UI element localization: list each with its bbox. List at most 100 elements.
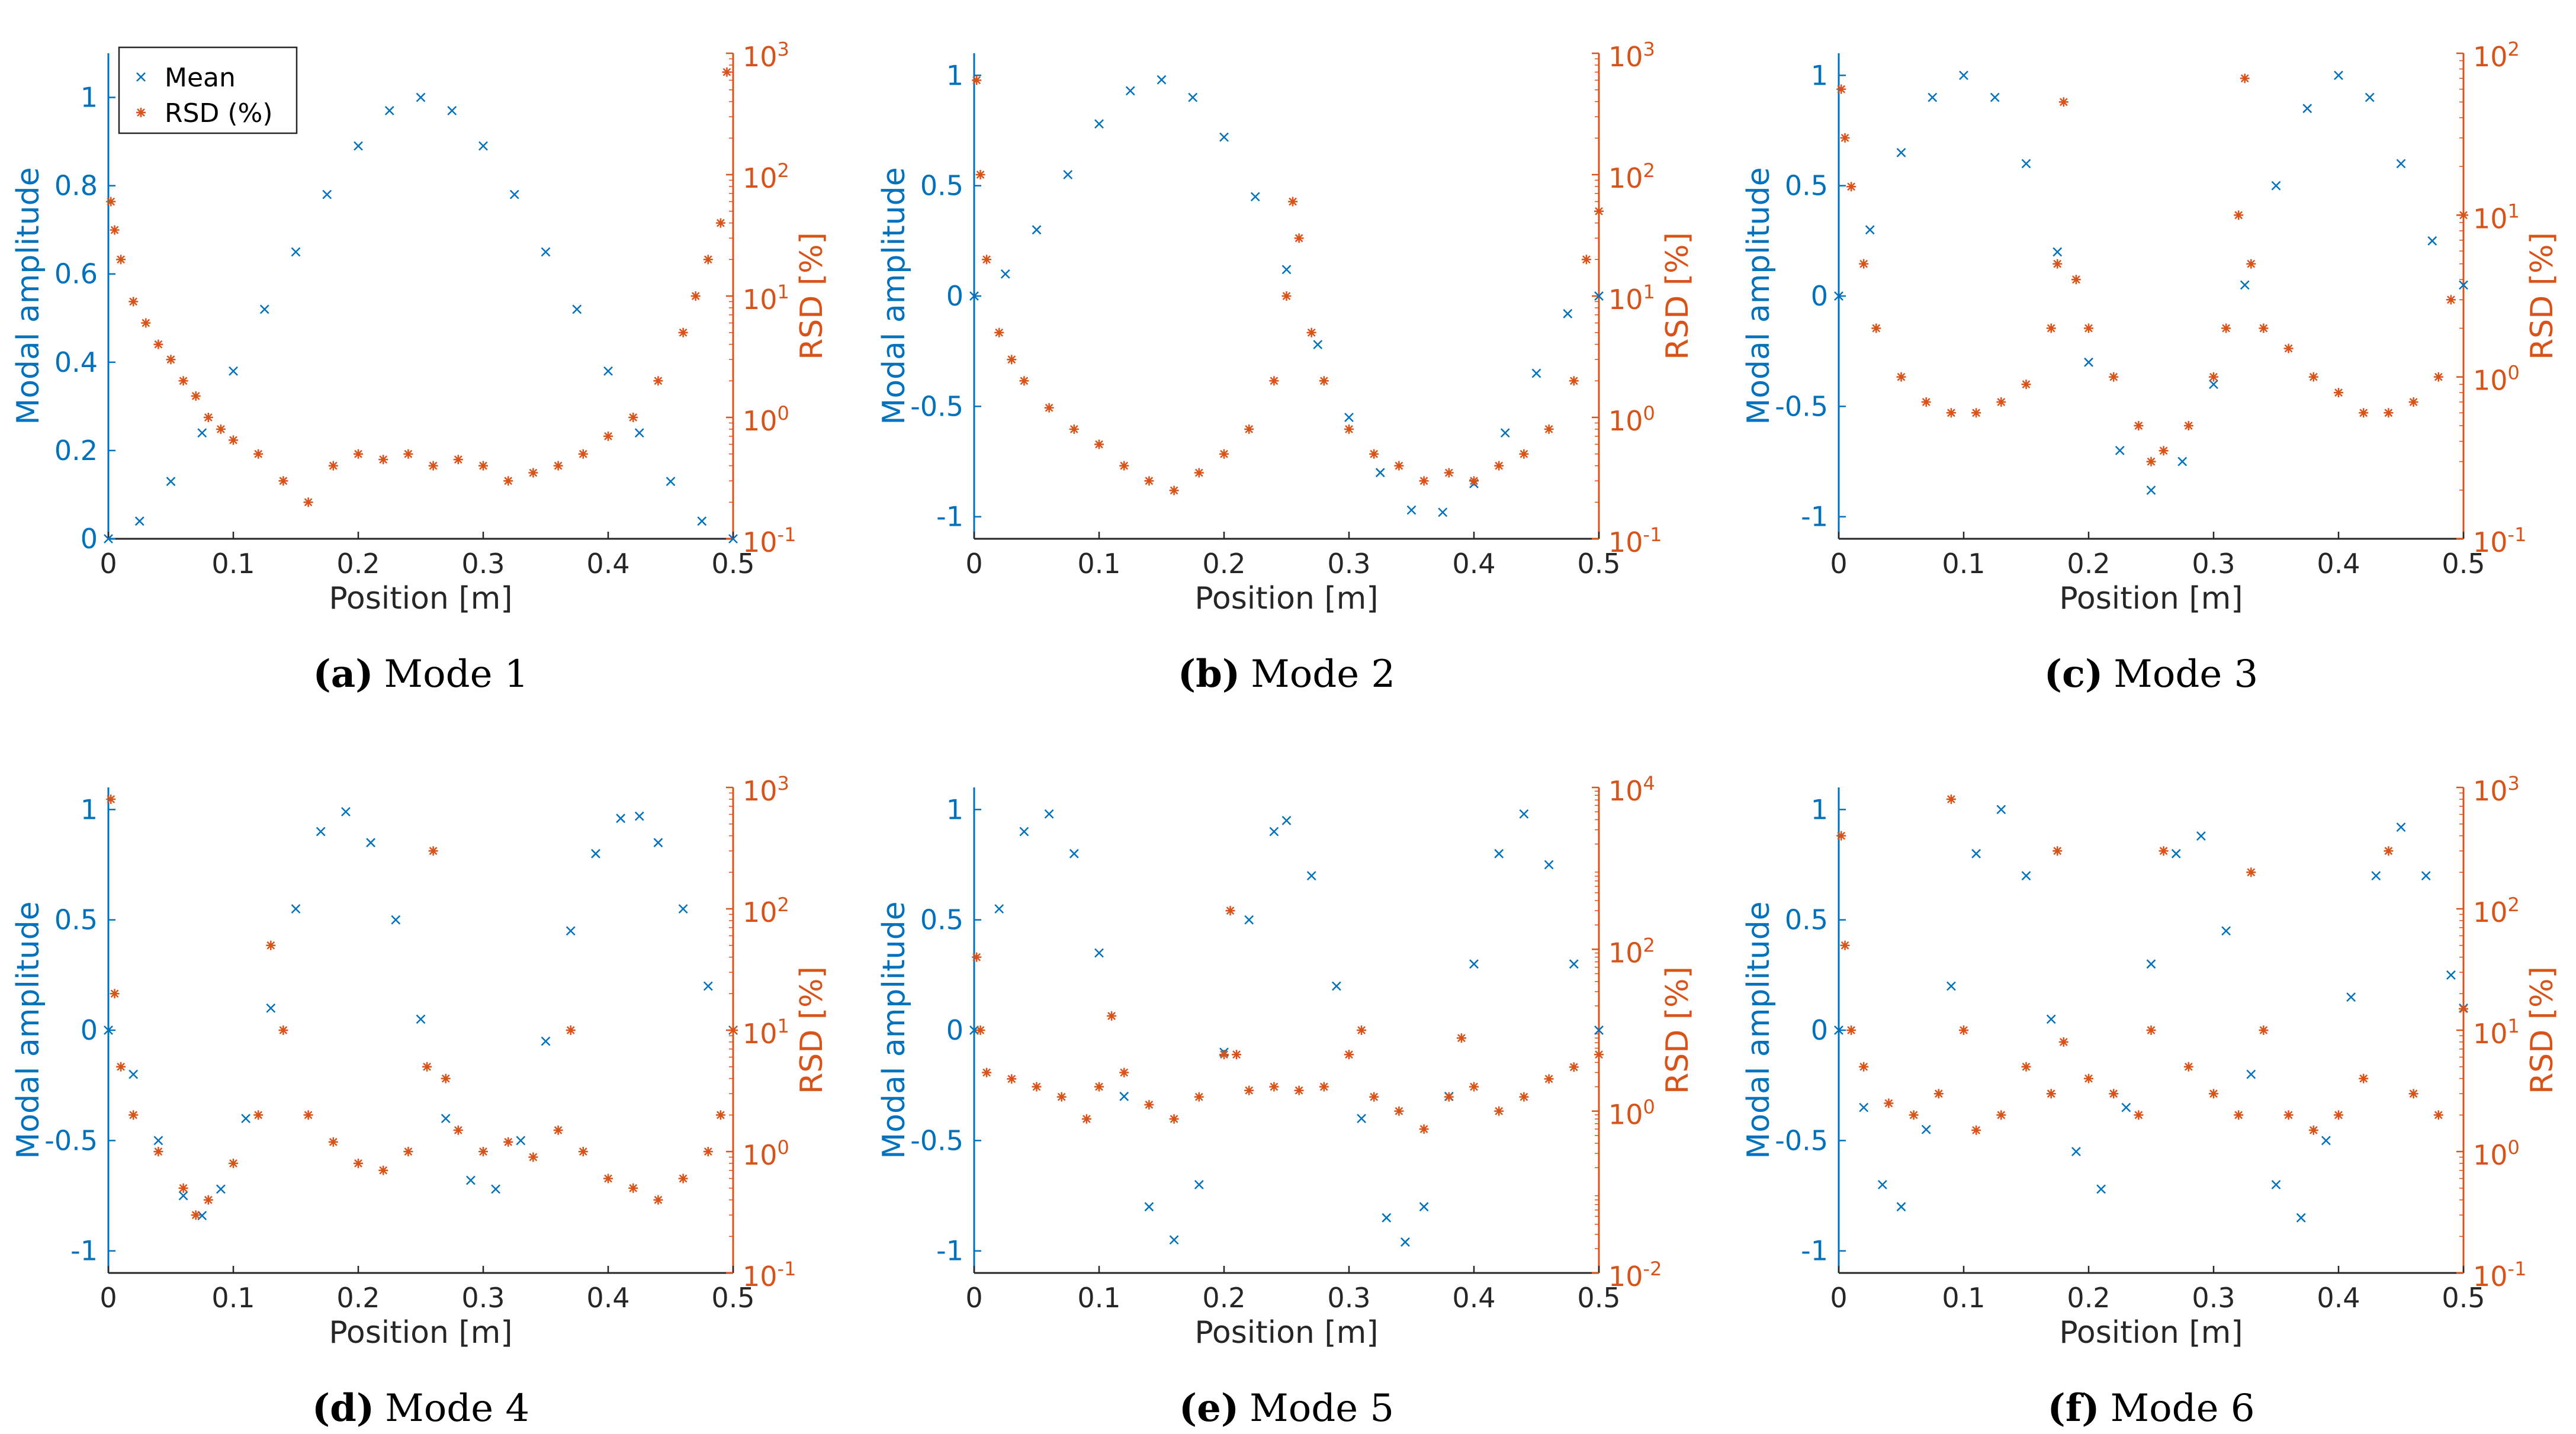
rsd-point [1306, 327, 1316, 337]
x-tick-label: 0.2 [2067, 548, 2110, 580]
rsd-point [2053, 846, 2063, 856]
left-y-axis-label: Modal amplitude [11, 167, 46, 425]
rsd-point [2071, 275, 2081, 285]
rsd-point [106, 197, 116, 207]
rsd-point [2283, 1110, 2294, 1120]
rsd-point [1971, 408, 1981, 418]
right-y-tick-label-exponent: -2 [1643, 1258, 1662, 1280]
rsd-point [153, 339, 163, 349]
right-y-tick-label-exponent: -1 [2508, 1258, 2527, 1280]
mean-point [1419, 1202, 1429, 1212]
rsd-point [1394, 1106, 1404, 1116]
right-y-tick-label-base: 10 [2473, 526, 2508, 558]
left-y-tick-label: 0.6 [54, 258, 98, 290]
mean-point [653, 838, 663, 848]
mean-point [2221, 926, 2231, 936]
rsd-point [1494, 1106, 1504, 1116]
right-y-tick-label-base: 10 [743, 1261, 778, 1292]
left-y-tick-label: 1 [1811, 793, 1828, 825]
left-y-tick-label: -0.5 [44, 1124, 98, 1156]
left-y-tick-label: -1 [1801, 501, 1828, 533]
rsd-point [1444, 468, 1454, 478]
mean-point [2346, 992, 2356, 1002]
x-tick-label: 0.4 [586, 548, 629, 580]
rsd-point [110, 989, 120, 999]
rsd-point [528, 468, 538, 478]
right-y-tick-label: 101 [2473, 200, 2520, 234]
right-y-tick-label: 100 [2473, 1136, 2520, 1171]
rsd-point [2058, 97, 2068, 107]
rsd-point [2308, 1125, 2318, 1135]
mean-point [1865, 225, 1875, 235]
mean-point [316, 827, 326, 837]
rsd-point [728, 1025, 738, 1035]
rsd-point [2159, 446, 2169, 456]
rsd-point [690, 291, 701, 301]
mean-point [1094, 948, 1104, 958]
mean-point [466, 1175, 476, 1185]
right-y-tick-label-base: 10 [743, 162, 778, 194]
mean-point [1069, 848, 1079, 859]
rsd-point [2183, 1062, 2193, 1072]
mean-point [1144, 1202, 1154, 1212]
mean-point [697, 516, 707, 526]
right-y-axis-label: RSD [%] [794, 966, 830, 1094]
mean-point [1000, 269, 1010, 279]
rsd-point [2359, 408, 2369, 418]
x-tick-label: 0.5 [711, 1282, 754, 1314]
rsd-point [2146, 456, 2156, 467]
mean-point [1928, 92, 1938, 102]
rsd-point [1946, 408, 1956, 418]
left-y-tick-label: 1 [1811, 59, 1828, 91]
x-tick-label: 0.3 [1327, 1282, 1370, 1314]
right-y-tick-label-base: 10 [1608, 1099, 1643, 1131]
mean-point [516, 1136, 526, 1146]
rsd-point [1144, 476, 1154, 486]
rsd-point [1357, 1025, 1367, 1035]
rsd-point [1244, 1085, 1254, 1095]
mean-point [1406, 505, 1417, 515]
right-y-tick-label-exponent: 4 [1643, 772, 1655, 795]
mean-point [1044, 809, 1054, 819]
right-y-tick-label-base: 10 [1608, 162, 1643, 194]
left-y-tick-label: 1 [946, 59, 963, 91]
rsd-point [1007, 355, 1017, 365]
right-y-tick-label: 100 [2473, 362, 2520, 397]
x-tick-label: 0.1 [1942, 548, 1985, 580]
mean-point [447, 106, 457, 115]
left-y-tick-label: 0.5 [1785, 170, 1828, 202]
mean-point [2071, 1147, 2081, 1156]
mean-point [104, 534, 113, 544]
rsd-point [1971, 1125, 1981, 1135]
rsd-point [1494, 461, 1504, 471]
right-y-tick-label: 102 [2473, 893, 2520, 928]
mean-point [2421, 871, 2431, 880]
rsd-point [722, 67, 732, 77]
rsd-point [2084, 323, 2093, 333]
mean-point [416, 1014, 426, 1024]
right-y-tick-label: 102 [1608, 159, 1655, 194]
rsd-point [191, 391, 201, 401]
rsd-point [528, 1152, 538, 1162]
rsd-point [229, 1158, 238, 1168]
mean-point [969, 291, 979, 301]
left-y-tick-label: -1 [1801, 1235, 1828, 1267]
right-y-tick-label-base: 10 [1608, 284, 1643, 316]
mean-point [1375, 468, 1385, 478]
mean-point [1219, 132, 1229, 142]
left-y-tick-label: 1 [81, 82, 98, 114]
mean-point [291, 904, 301, 914]
rsd-point [2109, 1089, 2119, 1099]
rsd-point [1344, 1050, 1354, 1060]
rsd-point [378, 455, 388, 465]
right-y-tick-label-exponent: 0 [1643, 1096, 1655, 1118]
mean-point [1500, 428, 1510, 438]
right-y-tick-label-exponent: -1 [778, 523, 796, 546]
rsd-point [1419, 1124, 1429, 1134]
right-y-tick-label-base: 10 [1608, 405, 1643, 437]
mean-point [2196, 831, 2206, 841]
x-tick-label: 0.3 [461, 1282, 505, 1314]
rsd-point [278, 476, 288, 486]
right-y-tick-label-base: 10 [1608, 775, 1643, 807]
right-y-tick-label-base: 10 [2473, 202, 2508, 234]
